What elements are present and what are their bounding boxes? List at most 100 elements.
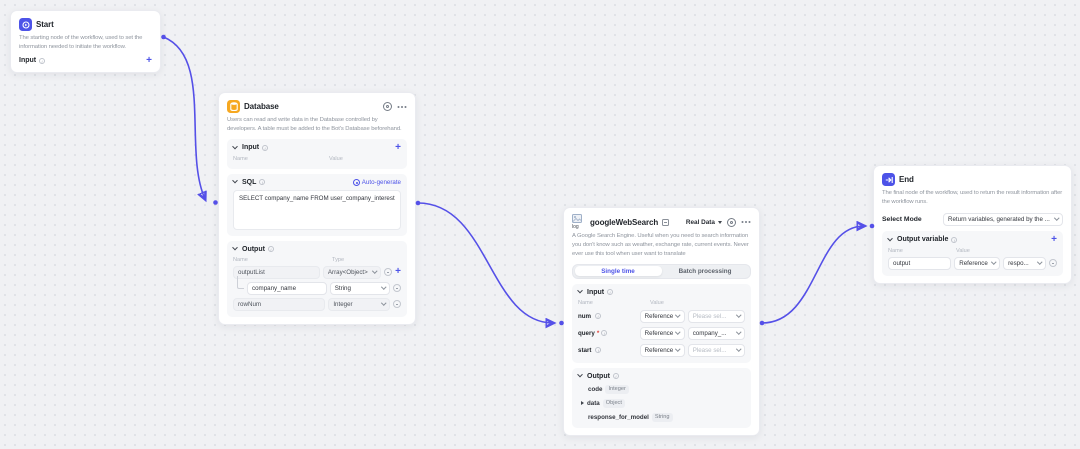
output-row: data Object	[578, 398, 745, 408]
more-menu-icon[interactable]	[401, 105, 403, 108]
add-output-variable-button[interactable]: +	[1051, 233, 1057, 245]
output-name-field[interactable]: outputList	[233, 265, 320, 279]
add-input-button[interactable]: +	[146, 54, 152, 66]
info-icon: i	[267, 246, 274, 253]
input-section-label: Input	[242, 144, 260, 152]
chevron-down-icon	[371, 268, 377, 274]
type-tag: Integer	[605, 384, 629, 394]
info-icon: i	[601, 330, 608, 337]
collapse-icon[interactable]	[232, 143, 238, 150]
select-mode-label: Select Mode	[882, 215, 922, 223]
tab-single-time[interactable]: Single time	[574, 266, 662, 277]
collapse-icon[interactable]	[577, 287, 583, 294]
broken-image-icon: log	[572, 214, 586, 230]
output-type-select[interactable]: String	[329, 281, 390, 295]
database-node-icon	[227, 100, 240, 113]
node-description: A Google Search Engine. Useful when you …	[572, 233, 749, 257]
info-icon: i	[595, 347, 602, 354]
column-header-name: Name	[888, 247, 903, 254]
info-icon: i	[607, 289, 614, 296]
add-input-button[interactable]: +	[395, 141, 401, 153]
node-description: The starting node of the workflow, used …	[19, 35, 143, 50]
chevron-down-icon	[990, 259, 996, 265]
column-header-name: Name	[578, 299, 593, 306]
chevron-down-icon	[675, 346, 681, 352]
chevron-down-icon	[380, 284, 386, 290]
collapse-icon[interactable]	[577, 371, 583, 378]
node-start[interactable]: Start The starting node of the workflow,…	[10, 10, 161, 73]
output-name-field[interactable]: company_name	[247, 281, 327, 295]
edge-start-database	[163, 36, 206, 199]
node-google-web-search[interactable]: log googleWebSearch Real Data A Google S…	[563, 207, 760, 436]
remove-row-icon[interactable]	[1049, 259, 1057, 268]
end-output-variable-section: Output variable i + Name Value output Re…	[882, 230, 1063, 276]
variable-name-field[interactable]: output	[888, 256, 952, 270]
column-header-value: Value	[329, 155, 343, 162]
google-input-section: Input i Name Value num i Reference Please…	[572, 283, 751, 363]
collapse-icon[interactable]	[887, 235, 893, 242]
add-child-button[interactable]: +	[395, 266, 401, 278]
tab-batch-processing[interactable]: Batch processing	[678, 267, 732, 275]
edge-google-end	[761, 226, 864, 324]
value-type-select[interactable]: Reference	[639, 343, 685, 357]
node-end[interactable]: End The final node of the workflow, used…	[873, 165, 1072, 284]
output-type-select[interactable]: Integer	[328, 297, 390, 311]
end-node-icon	[882, 173, 895, 186]
database-sql-section: SQL i Auto-generate SELECT company_name …	[227, 173, 407, 236]
output-section-label: Output	[587, 372, 610, 380]
node-database[interactable]: Database Users can read and write data i…	[218, 92, 416, 325]
collapse-icon[interactable]	[232, 177, 238, 184]
output-name-field[interactable]: rowNum	[233, 297, 326, 311]
auto-generate-icon	[352, 178, 360, 186]
chevron-down-icon	[735, 312, 741, 318]
output-row: rowNum Integer	[233, 297, 401, 311]
info-icon: i	[951, 236, 958, 243]
value-select[interactable]: Please sel...	[687, 309, 745, 323]
chevron-down-icon	[675, 312, 681, 318]
node-title: Start	[36, 20, 54, 29]
type-tag: String	[651, 412, 673, 422]
output-variable-row: output Reference respo...	[888, 256, 1057, 270]
value-select[interactable]: respo...	[1003, 256, 1046, 270]
output-type-select[interactable]: Array<Object>	[322, 265, 382, 279]
node-title: Database	[244, 102, 279, 111]
output-row: outputList Array<Object> +	[233, 265, 401, 279]
chevron-down-icon	[675, 329, 681, 335]
port-start-out[interactable]	[161, 34, 166, 40]
google-output-section: Output i code Integer data Object respon…	[572, 367, 751, 428]
mode-tabs: Single time Batch processing	[572, 263, 751, 279]
column-header-value: Value	[650, 299, 664, 306]
sql-section-label: SQL	[242, 178, 257, 186]
info-icon: i	[595, 313, 602, 320]
node-title: googleWebSearch	[590, 217, 659, 227]
port-google-out[interactable]	[759, 320, 765, 326]
remove-row-icon[interactable]	[393, 284, 401, 293]
chevron-down-icon	[1036, 259, 1042, 265]
expand-icon[interactable]	[581, 401, 584, 406]
collapse-icon[interactable]	[232, 244, 238, 251]
real-data-dropdown[interactable]: Real Data	[686, 219, 722, 226]
tool-badge-icon	[662, 218, 670, 226]
column-header-type: Type	[332, 256, 345, 263]
column-header-name: Name	[233, 256, 248, 263]
value-type-select[interactable]: Reference	[954, 256, 1001, 270]
remove-row-icon[interactable]	[384, 268, 393, 277]
value-type-select[interactable]: Reference	[639, 326, 685, 340]
run-icon[interactable]	[383, 102, 392, 111]
column-header-value: Value	[956, 247, 970, 254]
param-name: start i	[578, 347, 637, 354]
value-type-select[interactable]: Reference	[639, 309, 685, 323]
input-row: num i Reference Please sel...	[578, 309, 745, 323]
output-row: response_for_model String	[578, 412, 745, 422]
port-database-out[interactable]	[415, 200, 421, 206]
chevron-down-icon	[735, 346, 741, 352]
more-menu-icon[interactable]	[745, 221, 747, 223]
remove-row-icon[interactable]	[393, 300, 401, 309]
input-row: start i Reference Please sel...	[578, 343, 745, 357]
value-select[interactable]: Please sel...	[687, 343, 745, 357]
value-select[interactable]: company_...	[687, 326, 745, 340]
sql-editor[interactable]: SELECT company_name FROM user_company_in…	[233, 189, 401, 230]
run-icon[interactable]	[727, 217, 736, 227]
auto-generate-button[interactable]: Auto-generate	[352, 178, 401, 186]
select-mode-dropdown[interactable]: Return variables, generated by the ...	[943, 212, 1063, 226]
